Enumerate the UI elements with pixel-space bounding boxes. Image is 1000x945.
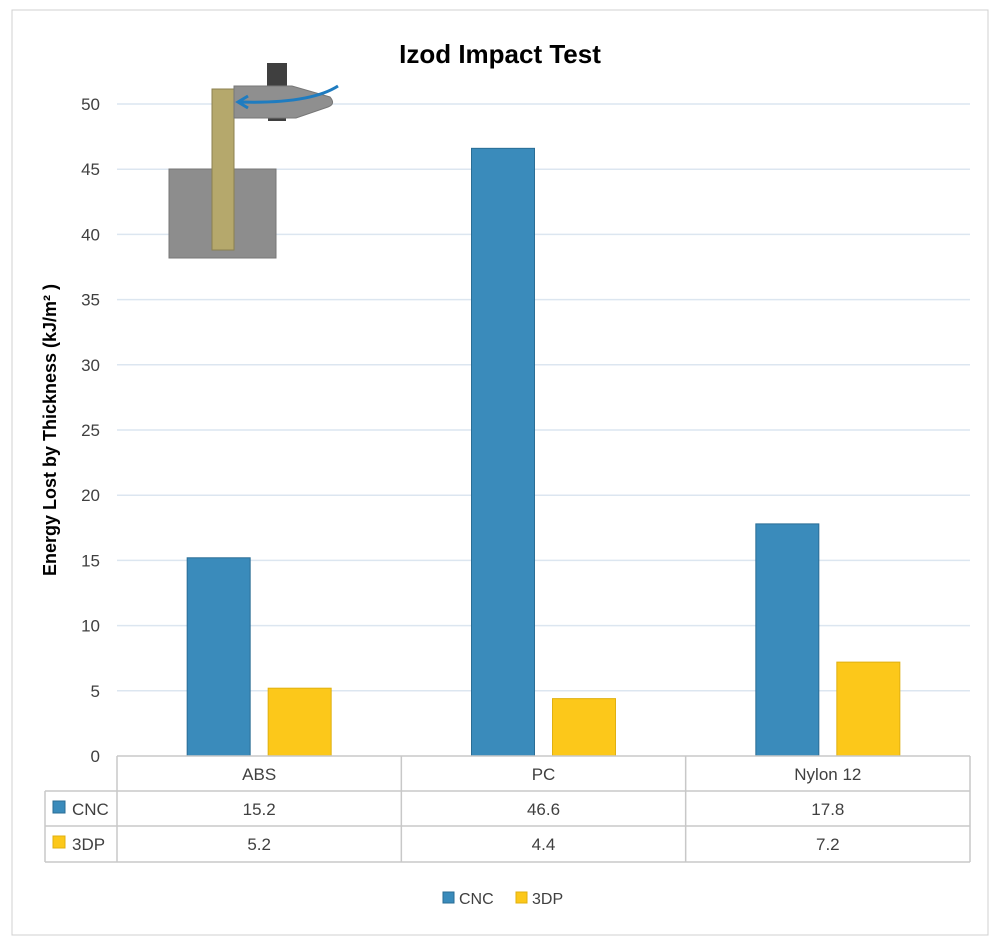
chart-title: Izod Impact Test	[399, 39, 601, 69]
y-tick-label: 10	[81, 617, 100, 636]
table-legend-key-3dp	[52, 835, 66, 849]
bar-cnc-pc	[471, 147, 535, 757]
data-table-value: 46.6	[527, 800, 560, 819]
data-table-value: 7.2	[816, 835, 840, 854]
data-table-value: 5.2	[247, 835, 271, 854]
y-tick-label: 15	[81, 551, 100, 570]
legend-key-3dp	[515, 891, 528, 904]
y-tick-label: 40	[81, 225, 100, 244]
bar-cnc-nylon-12	[755, 523, 820, 757]
y-tick-label: 30	[81, 356, 100, 375]
izod-pendulum-illustration	[168, 63, 339, 259]
table-legend-key-cnc	[52, 800, 66, 814]
table-series-label: CNC	[72, 800, 109, 819]
data-table-value: 15.2	[243, 800, 276, 819]
bar-3dp-abs	[267, 687, 332, 757]
y-tick-label: 25	[81, 421, 100, 440]
y-tick-label: 50	[81, 95, 100, 114]
y-tick-label: 0	[91, 747, 100, 766]
category-label: Nylon 12	[794, 765, 861, 784]
data-table-value: 17.8	[811, 800, 844, 819]
y-tick-label: 5	[91, 682, 100, 701]
y-tick-label: 45	[81, 160, 100, 179]
category-label: ABS	[242, 765, 276, 784]
y-tick-label: 20	[81, 486, 100, 505]
legend-label-3dp: 3DP	[532, 891, 563, 908]
category-label: PC	[532, 765, 556, 784]
table-series-label: 3DP	[72, 835, 105, 854]
y-tick-label: 35	[81, 291, 100, 310]
bar-3dp-pc	[552, 698, 616, 757]
bar-3dp-nylon-12	[836, 661, 901, 757]
legend-key-cnc	[442, 891, 455, 904]
y-axis-label: Energy Lost by Thickness (kJ/m² )	[40, 284, 60, 576]
data-table-value: 4.4	[532, 835, 556, 854]
legend-label-cnc: CNC	[459, 891, 494, 908]
bar-cnc-abs	[186, 557, 251, 757]
